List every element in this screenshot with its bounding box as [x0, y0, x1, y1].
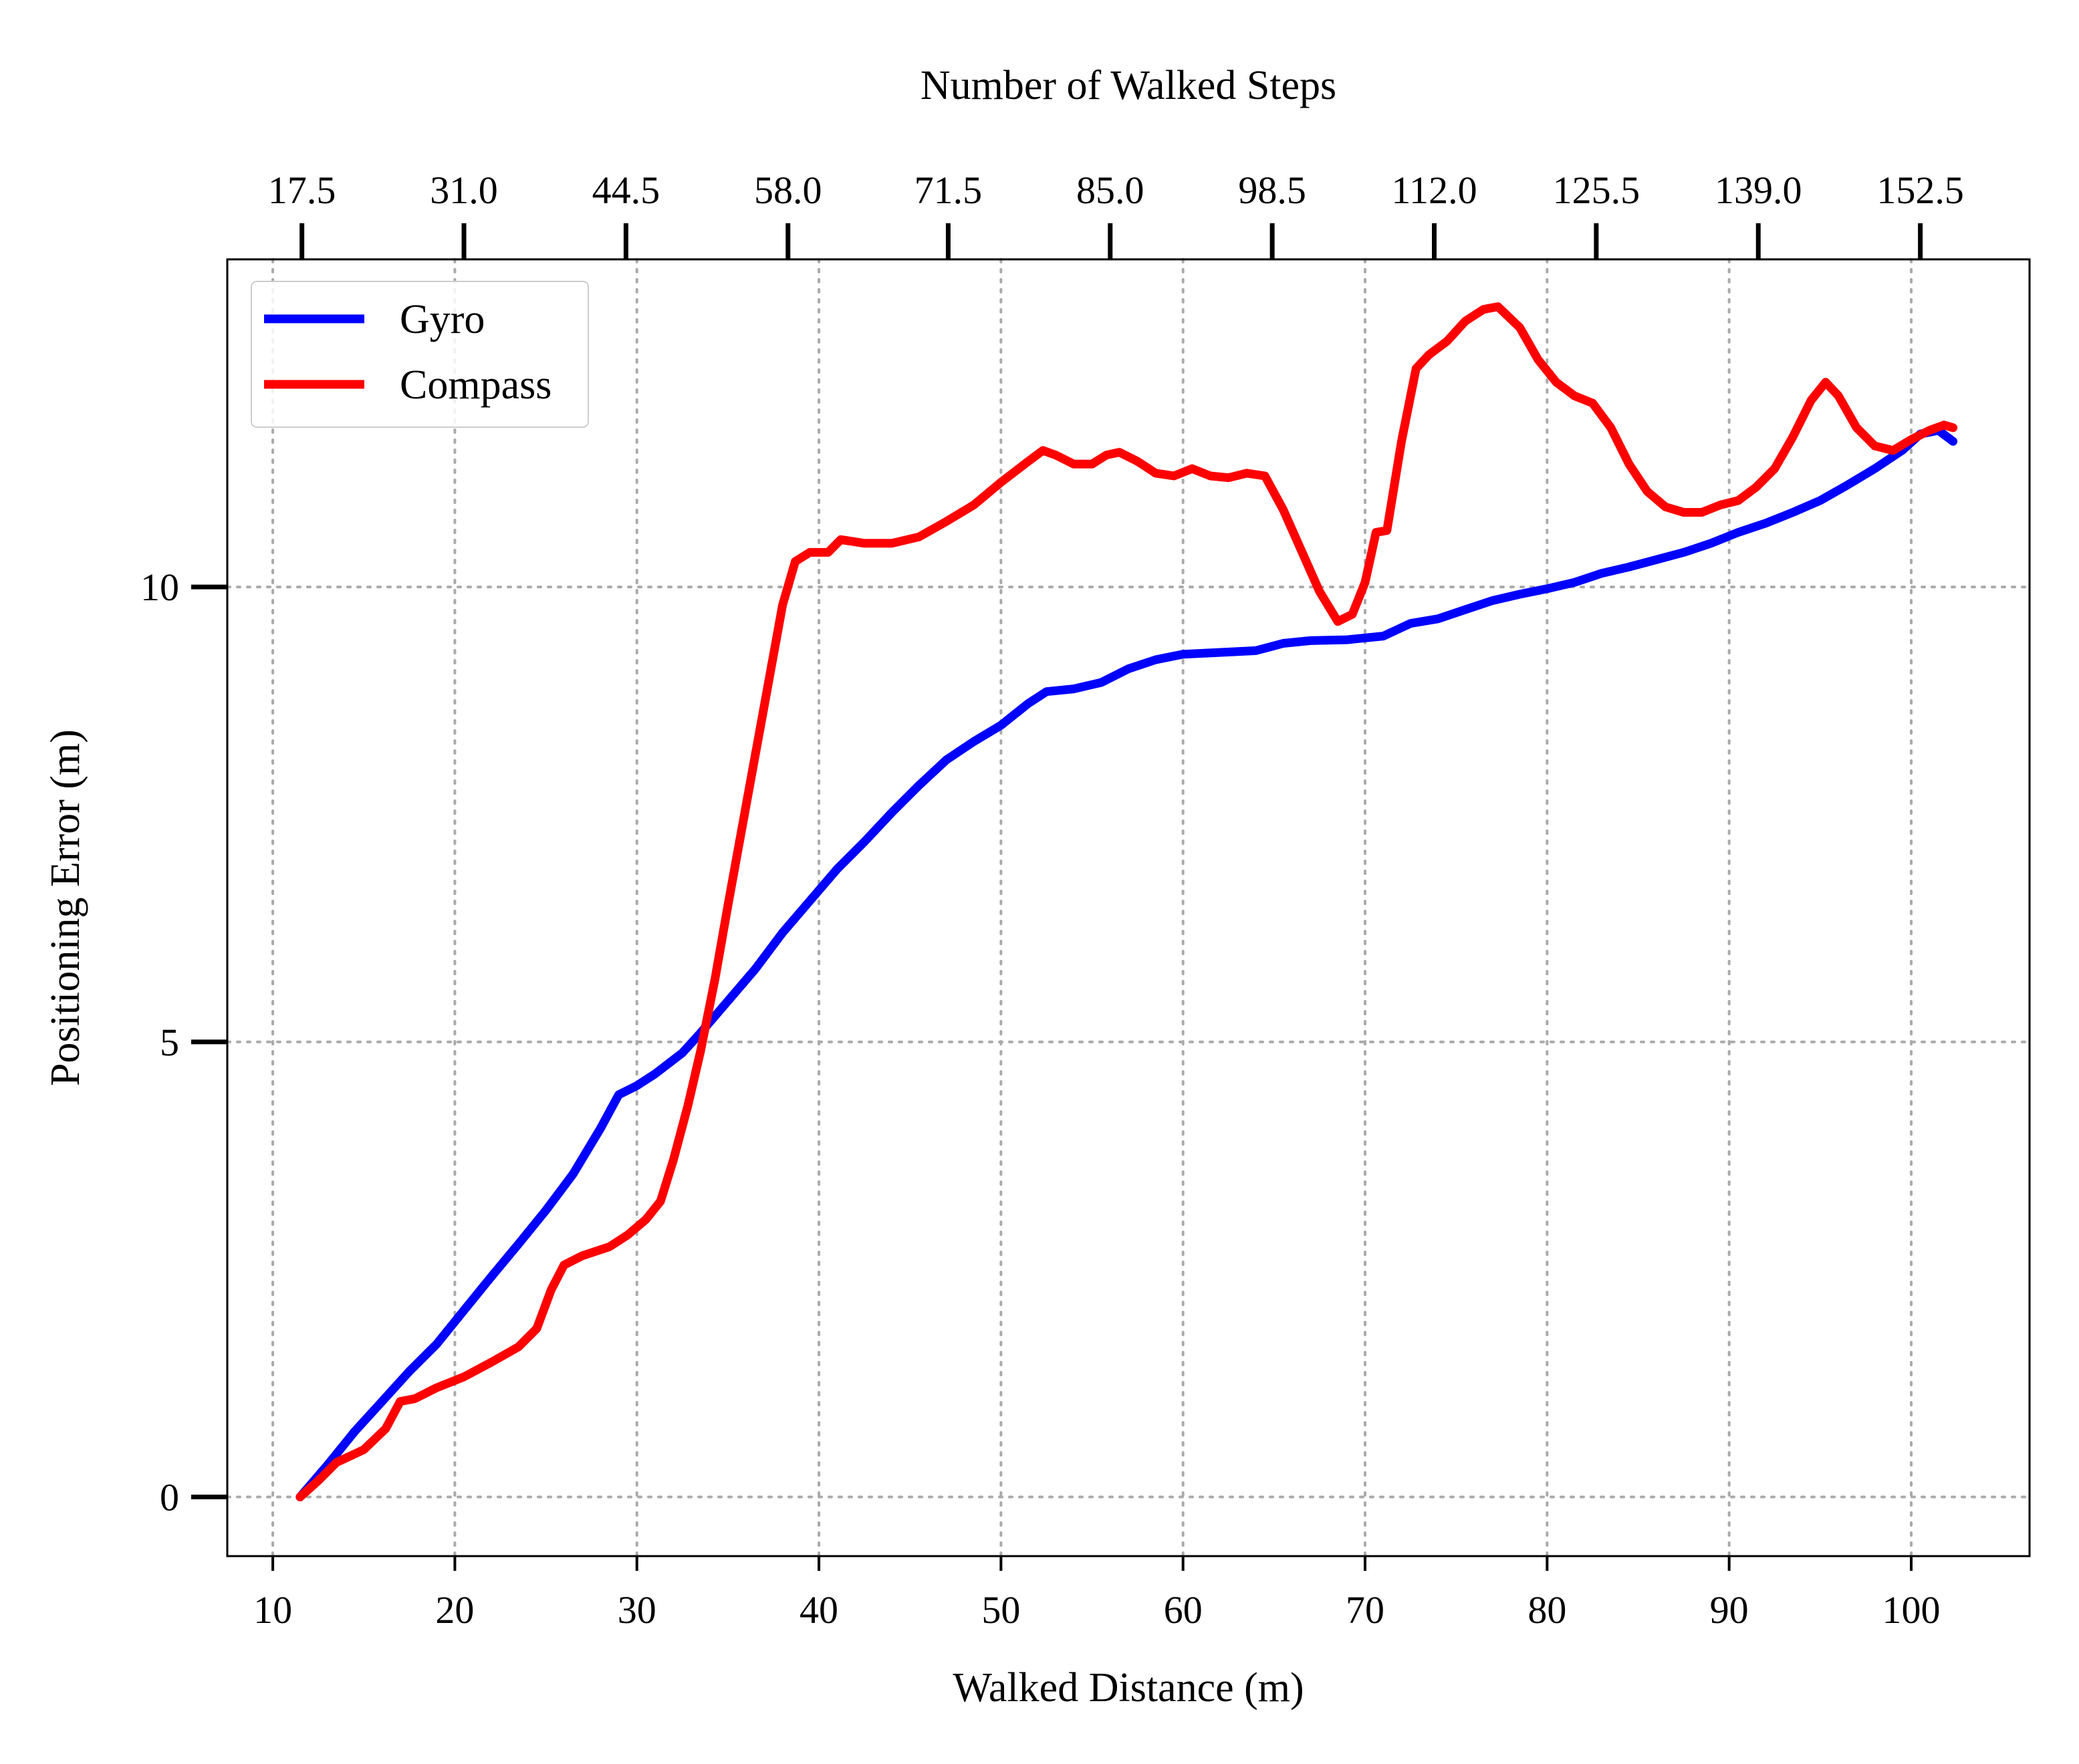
top-x-tick-label: 44.5 — [592, 168, 660, 212]
grid — [226, 258, 2031, 1557]
y-axis: 0 5 10 — [140, 565, 227, 1519]
x-tick-label: 90 — [1710, 1588, 1749, 1632]
top-x-tick-label: 98.5 — [1238, 168, 1306, 212]
series-group — [295, 302, 1958, 1501]
top-x-tick-label: 139.0 — [1715, 168, 1802, 212]
bottom-x-axis: 10 20 30 40 50 60 70 80 90 100 — [253, 1556, 1940, 1632]
legend-label-gyro: Gyro — [400, 297, 485, 342]
top-x-tick-label: 125.5 — [1553, 168, 1640, 212]
y-tick-label: 10 — [140, 565, 179, 609]
x-axis-label: Walked Distance (m) — [953, 1665, 1304, 1711]
x-tick-label: 10 — [253, 1588, 292, 1632]
y-tick-label: 5 — [160, 1021, 179, 1064]
series-line-compass — [295, 302, 1958, 1501]
x-tick-label: 20 — [435, 1588, 474, 1632]
top-x-tick-label: 17.5 — [268, 168, 336, 212]
y-axis-label: Positioning Error (m) — [43, 729, 88, 1086]
top-x-tick-label: 112.0 — [1391, 168, 1477, 212]
legend-label-compass: Compass — [400, 362, 552, 408]
x-tick-label: 50 — [981, 1588, 1020, 1632]
x-tick-label: 30 — [618, 1588, 656, 1632]
x-tick-label: 100 — [1882, 1588, 1940, 1632]
top-x-tick-label: 71.5 — [914, 168, 983, 212]
top-x-tick-label: 58.0 — [754, 168, 822, 212]
top-x-tick-label: 85.0 — [1076, 168, 1144, 212]
x-tick-label: 70 — [1346, 1588, 1384, 1632]
top-x-tick-label: 31.0 — [430, 168, 498, 212]
top-x-axis: 17.5 31.0 44.5 58.0 71.5 85.0 98.5 112.0 125.5 13… — [268, 168, 1964, 259]
x-tick-label: 60 — [1164, 1588, 1203, 1632]
top-x-tick-label: 152.5 — [1876, 168, 1964, 212]
x-tick-label: 40 — [800, 1588, 838, 1632]
legend: Gyro Compass — [251, 281, 589, 428]
x-tick-label: 80 — [1527, 1588, 1566, 1632]
series-line-gyro — [295, 426, 1958, 1501]
plot-frame — [226, 258, 2031, 1557]
top-x-axis-label: Number of Walked Steps — [921, 63, 1336, 108]
y-tick-label: 0 — [160, 1476, 179, 1519]
